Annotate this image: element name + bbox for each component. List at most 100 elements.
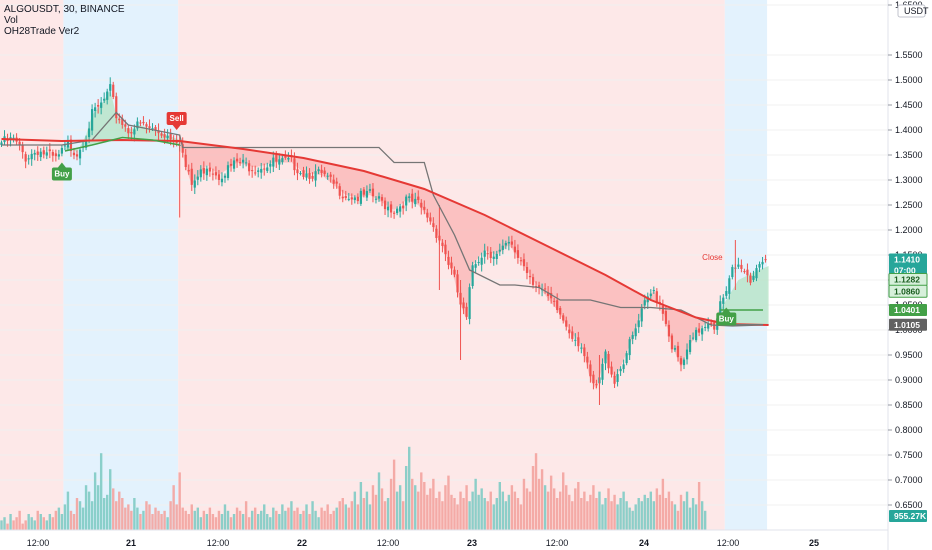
volume-bar [667, 491, 671, 530]
volume-bar [87, 491, 91, 530]
candle-body [48, 149, 51, 152]
volume-bar [329, 514, 332, 530]
candle-body [248, 163, 251, 172]
candle-body [202, 168, 205, 174]
candle-body [607, 353, 610, 369]
volume-bar [199, 517, 203, 530]
strategy-indicator-label[interactable]: OH28Trade Ver2 [4, 26, 80, 37]
volume-bar [66, 491, 70, 530]
signals[interactable]: Buy Sell Buy Close [51, 112, 737, 326]
volume-bar [335, 507, 338, 530]
candle-body [266, 167, 269, 171]
volume-bar [444, 485, 447, 530]
volume-bar [172, 485, 175, 530]
candle-body [399, 206, 402, 212]
volume-bar [347, 507, 350, 530]
candle-body [565, 320, 568, 327]
volume-bar [456, 504, 459, 530]
price-tag-label: 1.0105 [894, 320, 920, 330]
volume-bar [323, 510, 326, 530]
candle-body [486, 253, 489, 255]
candle-body [69, 139, 73, 151]
volume-bar [217, 510, 221, 530]
candle-body [347, 198, 350, 200]
candle-body [63, 145, 67, 147]
volume-bar [305, 504, 308, 530]
gray-signal-line [1, 111, 769, 327]
volume-bar [549, 475, 553, 530]
volume-bar [411, 478, 414, 530]
candle-body [625, 353, 628, 364]
price-tag[interactable] [889, 318, 927, 331]
candle-body [704, 326, 707, 328]
candle-body [151, 128, 154, 130]
candle-body [396, 208, 399, 214]
buy-signal-badge[interactable] [716, 312, 737, 326]
candle-body [393, 212, 396, 214]
volume-bar [386, 498, 390, 530]
price-tag[interactable] [888, 284, 928, 298]
price-tag[interactable] [889, 303, 927, 316]
candle-body [592, 374, 595, 384]
volume-bar [537, 478, 541, 530]
price-tick-label: 1.3000 [895, 175, 923, 185]
candle-body [389, 204, 393, 213]
candle-body [359, 190, 362, 204]
volume-bar [679, 494, 683, 530]
volume-bar [99, 453, 103, 530]
volume-bar [124, 507, 127, 530]
time-tick-label: 25 [809, 538, 819, 548]
volume-bar [516, 498, 520, 530]
close-signal[interactable]: Close [702, 253, 723, 262]
candle-body [649, 293, 652, 297]
time-axis[interactable]: 12:00 21 12:00 22 12:00 23 12:00 24 12:00 25 [0, 529, 888, 548]
volume-bar [625, 501, 628, 530]
candle-body [323, 170, 326, 175]
candle-body [75, 154, 79, 157]
volume-indicator-label[interactable]: Vol [4, 15, 18, 26]
volume-bar [477, 494, 480, 530]
candle-body [386, 206, 390, 211]
candle-body [242, 159, 245, 163]
candle-body [480, 257, 483, 265]
volume-bar [610, 501, 613, 530]
time-tick-label: 12:00 [207, 538, 230, 548]
volume-bar [688, 507, 692, 530]
volume-bar [598, 491, 601, 530]
price-axis[interactable]: 1.65001.55001.50001.45001.40001.35001.30… [887, 0, 929, 550]
candle-body [332, 179, 335, 184]
candle-body [371, 188, 375, 197]
volume-bar [398, 485, 402, 530]
volume-bar [616, 504, 619, 530]
candle-body [519, 260, 523, 262]
candle-body [251, 170, 254, 172]
candle-body [435, 228, 438, 239]
candle-body [450, 262, 453, 269]
price-tag[interactable] [889, 253, 927, 266]
volume-bar [30, 517, 33, 530]
sell-signal-badge[interactable] [166, 112, 187, 125]
volume-bar [184, 510, 187, 530]
volume-bar [275, 510, 278, 530]
candle-body [311, 175, 314, 179]
candle-body [54, 153, 57, 157]
currency-badge [897, 4, 926, 18]
buy-marker-arrow [722, 307, 731, 313]
candle-body [411, 193, 414, 202]
buy-signal-badge[interactable] [51, 167, 72, 181]
volume-bar [661, 478, 665, 530]
candle-body [163, 134, 166, 138]
volume-bar [24, 520, 27, 530]
candle-body [634, 328, 637, 337]
price-tag[interactable] [889, 510, 927, 522]
volume-bar [344, 504, 347, 530]
candle-body [583, 347, 586, 357]
volume-bar [501, 491, 505, 530]
volume-bar [525, 488, 529, 530]
sell-marker-arrow [172, 125, 181, 130]
volume-bar [247, 517, 251, 530]
volume-bar [190, 504, 193, 530]
volume-bar [127, 504, 130, 530]
volume-bar [489, 491, 492, 530]
